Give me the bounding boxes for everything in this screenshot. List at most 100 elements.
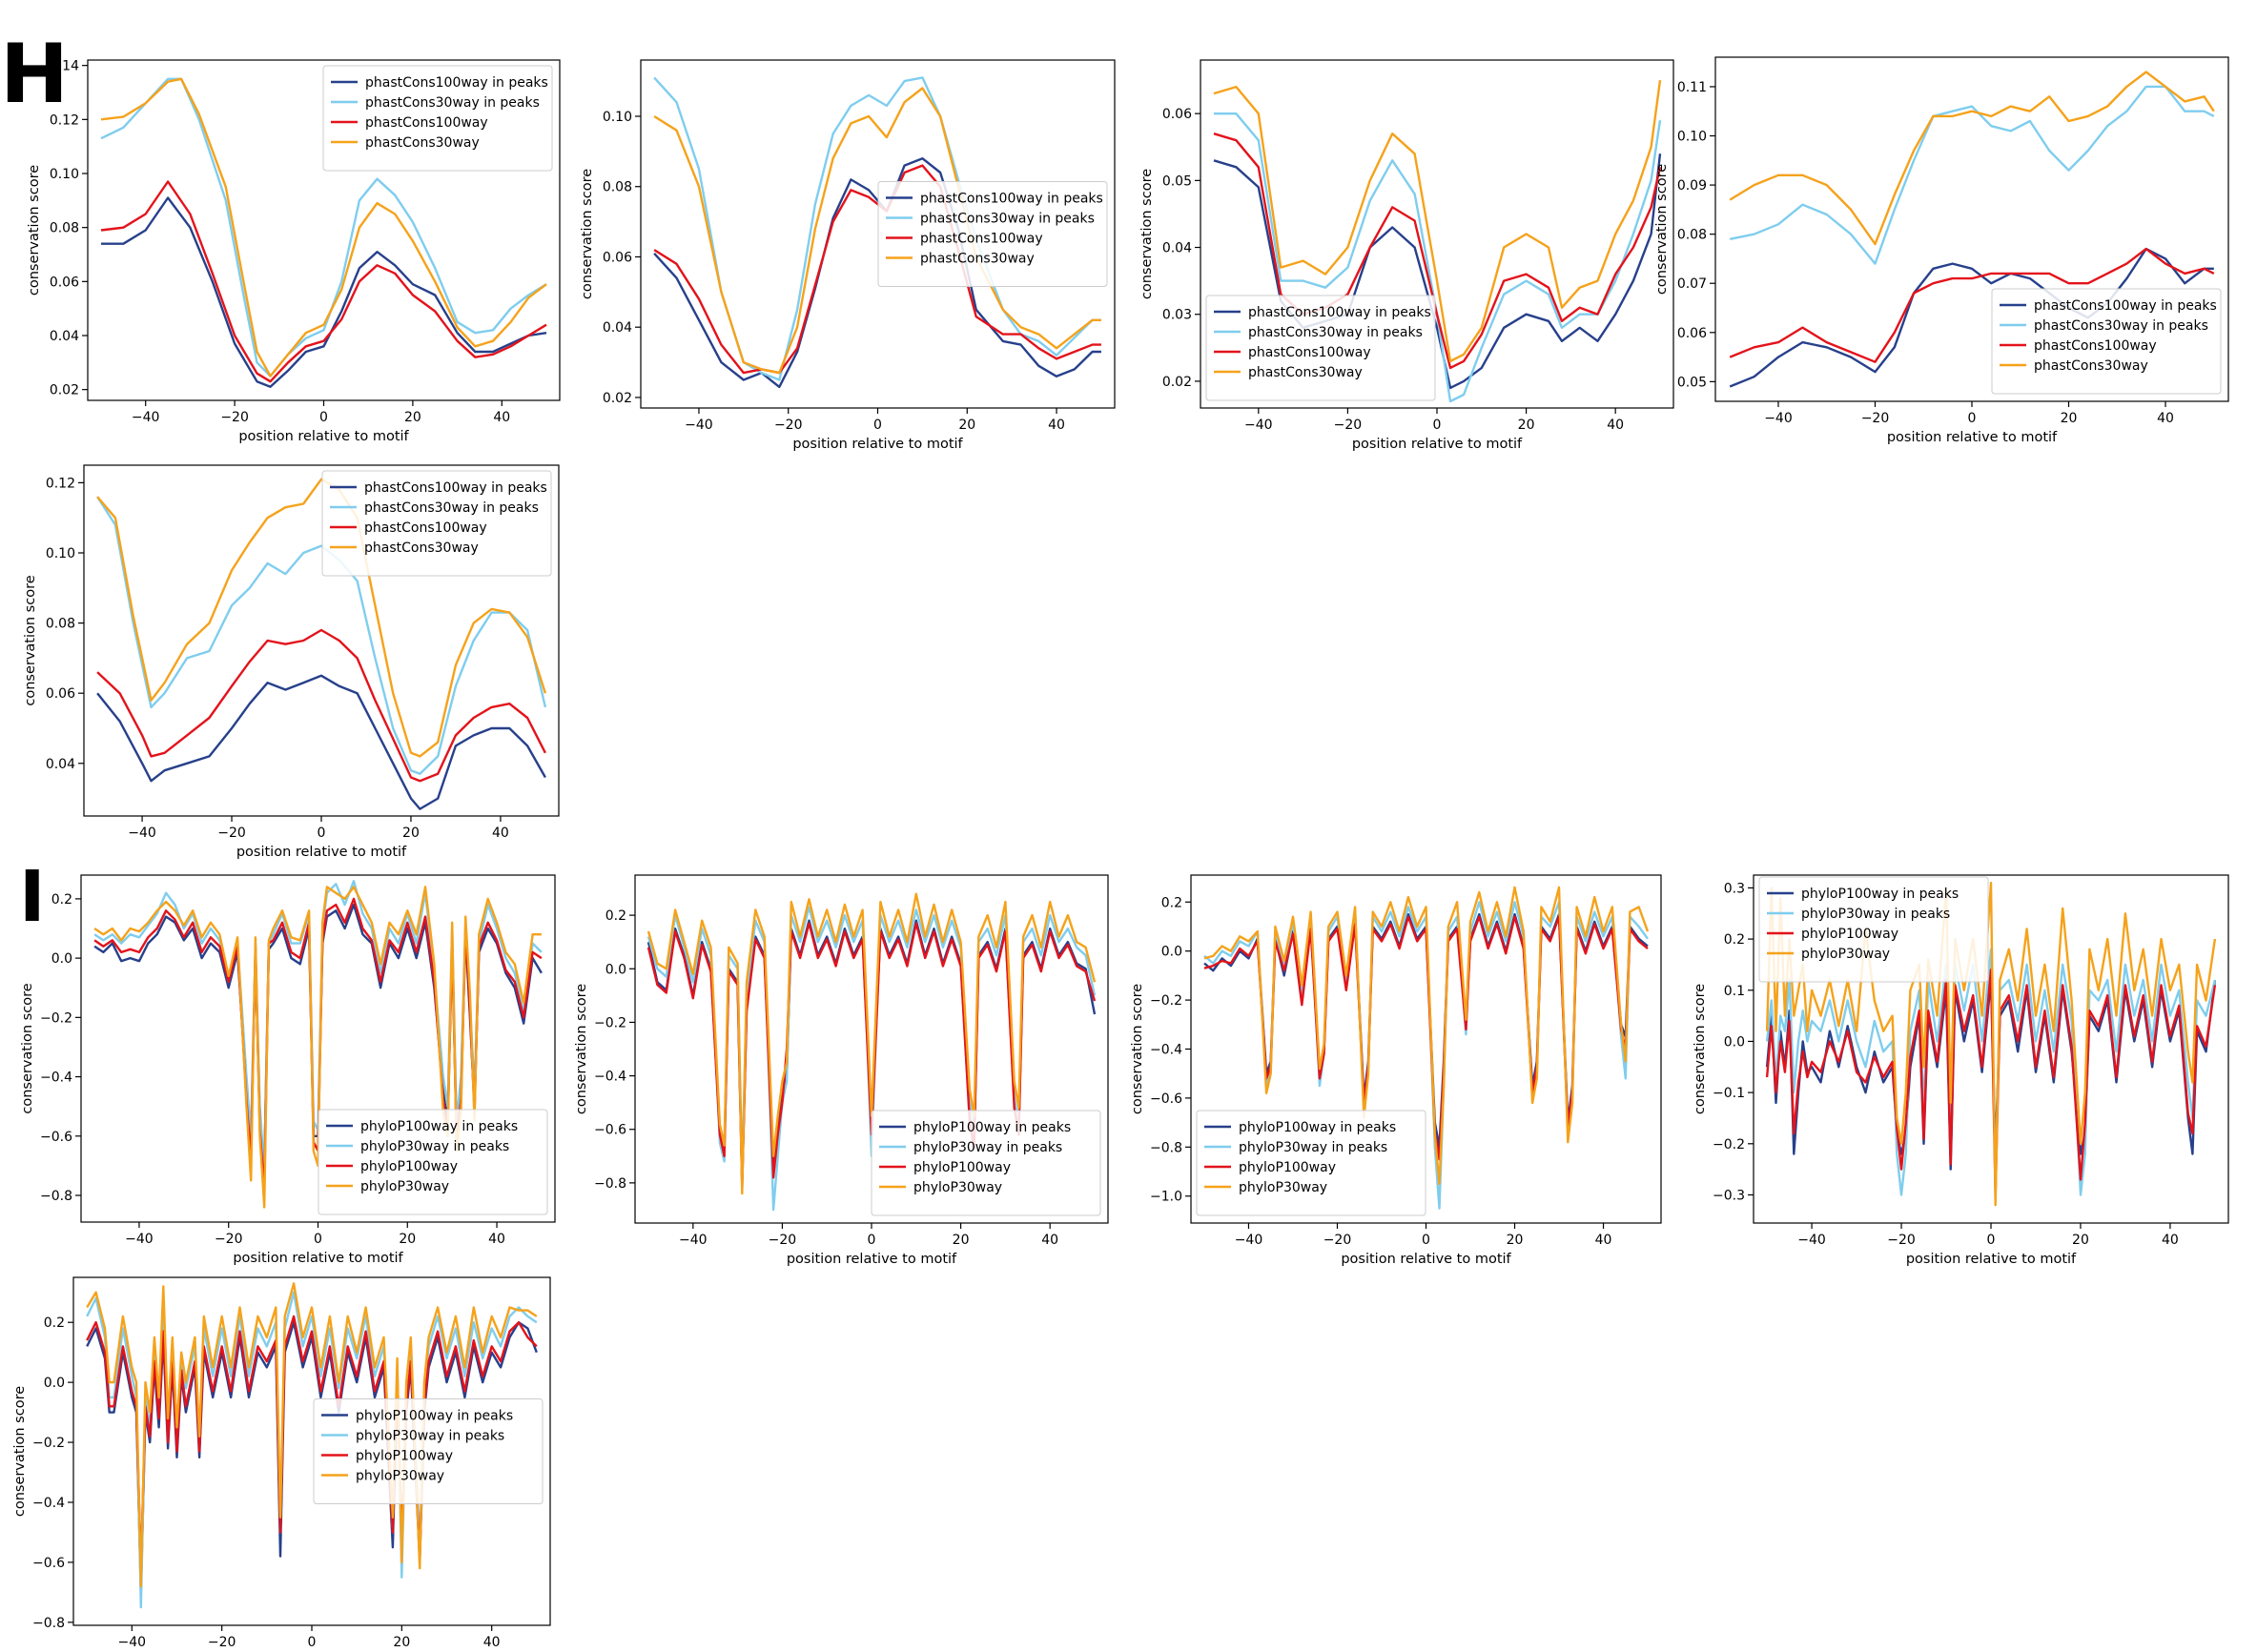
legend-label: phastCons30way in peaks xyxy=(2034,318,2208,334)
series-line-phastcons30way xyxy=(1213,79,1662,363)
y-tick-label: −0.2 xyxy=(1713,1137,1745,1152)
x-axis-label: position relative to motif xyxy=(787,1252,957,1267)
legend-label: phyloP100way in peaks xyxy=(913,1120,1071,1135)
y-axis-label: conservation score xyxy=(23,575,38,705)
panel-label-i: I xyxy=(19,856,46,938)
y-axis-label: conservation score xyxy=(574,984,589,1114)
y-tick-label: 0.08 xyxy=(50,221,79,236)
legend-label: phastCons30way xyxy=(2034,358,2148,374)
y-tick-label: −0.8 xyxy=(40,1189,72,1204)
y-tick-label: 0.06 xyxy=(50,275,79,290)
x-tick-label: 20 xyxy=(2072,1233,2089,1248)
x-tick-label: −40 xyxy=(1244,418,1273,433)
y-tick-label: 0.09 xyxy=(1677,178,1707,194)
x-tick-label: 40 xyxy=(1048,418,1065,433)
y-axis-label: conservation score xyxy=(1139,169,1155,299)
y-tick-label: 0.06 xyxy=(46,686,75,702)
x-tick-label: −40 xyxy=(118,1635,147,1650)
y-axis-label: conservation score xyxy=(12,1386,28,1517)
series-line-phastcons30way xyxy=(100,77,547,377)
y-tick-label: 0.04 xyxy=(603,320,632,336)
x-tick-label: −40 xyxy=(132,410,160,425)
y-tick-label: 0.12 xyxy=(50,112,79,128)
y-tick-label: −0.4 xyxy=(1150,1043,1182,1058)
y-tick-label: 0.0 xyxy=(1724,1034,1745,1050)
x-axis-label: position relative to motif xyxy=(1887,430,2058,445)
series-line-phylop30way xyxy=(646,892,1097,1195)
y-tick-label: −0.2 xyxy=(32,1436,65,1451)
legend-label: phastCons30way in peaks xyxy=(364,500,539,516)
legend-box xyxy=(1991,288,2222,395)
x-tick-label: 40 xyxy=(483,1635,501,1650)
x-tick-label: −20 xyxy=(1861,411,1890,426)
legend: phastCons100way in peaks phastCons30way i… xyxy=(1205,295,1436,401)
y-tick-label: 0.0 xyxy=(51,951,72,967)
legend-label: phyloP30way xyxy=(1239,1180,1327,1195)
x-tick-label: −20 xyxy=(1887,1233,1916,1248)
y-tick-label: 0.10 xyxy=(46,546,75,561)
y-tick-label: 0.11 xyxy=(1677,80,1707,95)
legend-label: phyloP100way xyxy=(1801,927,1898,942)
legend-box xyxy=(1205,295,1436,401)
x-tick-label: 40 xyxy=(2162,1233,2179,1248)
x-tick-label: −40 xyxy=(1235,1233,1263,1248)
legend: phyloP100way in peaks phyloP30way in peak… xyxy=(1758,876,1989,983)
x-axis-label: position relative to motif xyxy=(236,845,407,860)
legend-box xyxy=(1758,876,1989,983)
legend-label: phyloP100way in peaks xyxy=(1239,1120,1396,1135)
x-tick-label: 0 xyxy=(868,1233,876,1248)
x-tick-label: 0 xyxy=(308,1635,317,1650)
y-tick-label: 0.07 xyxy=(1677,276,1707,292)
y-tick-label: 0.05 xyxy=(1677,375,1707,390)
x-tick-label: 0 xyxy=(318,826,326,841)
panel-label-h: H xyxy=(0,27,69,122)
y-tick-label: 0.3 xyxy=(1724,881,1745,896)
y-tick-label: −0.2 xyxy=(40,1010,72,1026)
x-tick-label: 0 xyxy=(873,418,882,433)
y-axis-label: conservation score xyxy=(580,169,595,299)
x-tick-label: 20 xyxy=(958,418,975,433)
x-tick-label: 0 xyxy=(1433,418,1442,433)
legend-box xyxy=(322,65,553,172)
legend: phastCons100way in peaks phastCons30way i… xyxy=(1991,288,2222,395)
x-axis-label: position relative to motif xyxy=(1352,437,1523,452)
y-tick-label: 0.10 xyxy=(50,167,79,182)
legend-label: phastCons100way in peaks xyxy=(2034,298,2217,314)
legend-label: phyloP100way in peaks xyxy=(356,1409,513,1424)
x-tick-label: −40 xyxy=(1764,411,1793,426)
y-tick-label: 0.02 xyxy=(50,383,79,398)
x-tick-label: 20 xyxy=(404,410,421,425)
x-tick-label: −40 xyxy=(1797,1233,1826,1248)
x-tick-label: −20 xyxy=(769,1233,797,1248)
y-axis-label: conservation score xyxy=(1654,164,1670,295)
x-tick-label: 20 xyxy=(399,1232,416,1247)
legend-label: phastCons30way in peaks xyxy=(920,212,1095,227)
x-tick-label: 40 xyxy=(1041,1233,1058,1248)
legend-label: phastCons100way in peaks xyxy=(1248,305,1431,320)
legend-label: phastCons30way xyxy=(1248,365,1363,380)
x-tick-label: −40 xyxy=(125,1232,154,1247)
legend: phyloP100way in peaks phyloP30way in peak… xyxy=(1196,1110,1426,1216)
y-axis-label: conservation score xyxy=(20,983,35,1113)
legend-label: phyloP100way in peaks xyxy=(360,1119,518,1134)
legend-label: phastCons100way in peaks xyxy=(364,480,547,496)
y-tick-label: 0.02 xyxy=(603,391,632,406)
chart-8: −40 −20 0 20 40 −1.0 −0.8 −0.6 −0.4 −0.2 0.0 0.2 pos… xyxy=(1130,874,1662,1267)
legend-label: phastCons100way xyxy=(920,232,1043,247)
y-tick-label: 0.08 xyxy=(46,617,75,632)
chart-2: −40 −20 0 20 40 0.02 0.04 0.06 0.08 0.10 position … xyxy=(580,59,1116,452)
series-line-phastcons30way xyxy=(1729,71,2215,246)
chart-4: −40 −20 0 20 40 0.05 0.06 0.07 0.08 0.09 0.10 0.11 p… xyxy=(1654,56,2229,445)
y-tick-label: 0.02 xyxy=(1162,375,1192,390)
series-line-phastcons100way xyxy=(100,180,547,383)
legend: phastCons100way in peaks phastCons30way i… xyxy=(321,470,552,577)
y-tick-label: 0.2 xyxy=(44,1315,65,1331)
y-tick-label: −0.4 xyxy=(594,1070,626,1085)
y-tick-label: −0.6 xyxy=(32,1556,65,1571)
legend-label: phyloP100way xyxy=(913,1160,1011,1175)
chart-1: −40 −20 0 20 40 0.02 0.04 0.06 0.08 0.10 0.12 0.14 p… xyxy=(27,59,561,444)
chart-3: −40 −20 0 20 40 0.02 0.03 0.04 0.05 0.06 position … xyxy=(1139,59,1674,452)
series-line-phastcons100way xyxy=(1729,247,2215,363)
y-tick-label: 0.1 xyxy=(1724,984,1745,999)
